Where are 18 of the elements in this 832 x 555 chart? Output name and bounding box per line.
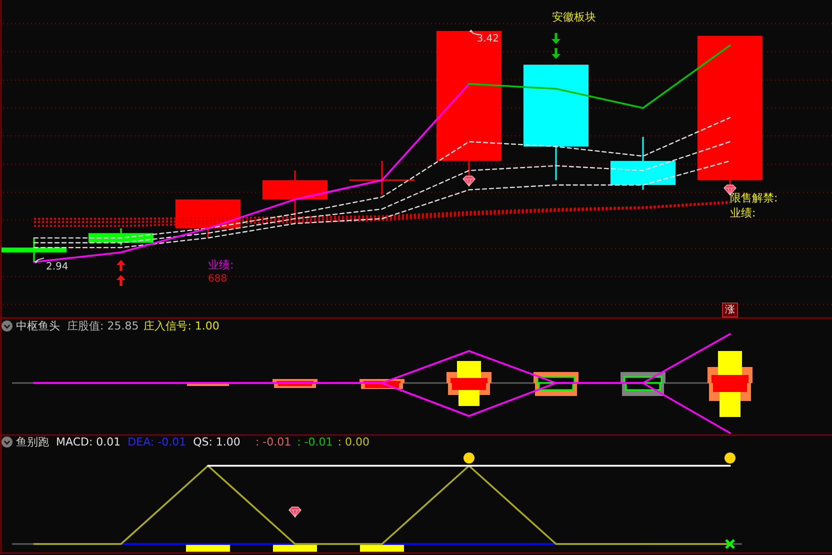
text: 安徽板块: [552, 10, 596, 24]
text: : 0.00: [338, 436, 370, 448]
text: : -0.01: [297, 436, 333, 448]
text: 涨: [725, 304, 735, 316]
annotation: 2.94: [46, 262, 68, 272]
text: DEA: -0.01: [128, 436, 186, 448]
text: : -0.01: [255, 436, 292, 448]
text: MACD: 0.01: [56, 436, 121, 448]
annotation: 业绩:: [208, 258, 234, 272]
text: 庄入信号: 1.00: [144, 320, 220, 332]
text: QS: 1.00: [193, 436, 240, 448]
annotation: 限售解禁:: [730, 192, 778, 204]
text: 688: [208, 274, 228, 284]
annotation: 业绩:: [730, 206, 756, 220]
chart-title: 中枢鱼头: [16, 320, 60, 332]
annotation: 3.42: [476, 34, 499, 44]
chart-title: 鱼别跑: [16, 436, 49, 448]
text: 庄股值: 25.85: [67, 320, 139, 332]
